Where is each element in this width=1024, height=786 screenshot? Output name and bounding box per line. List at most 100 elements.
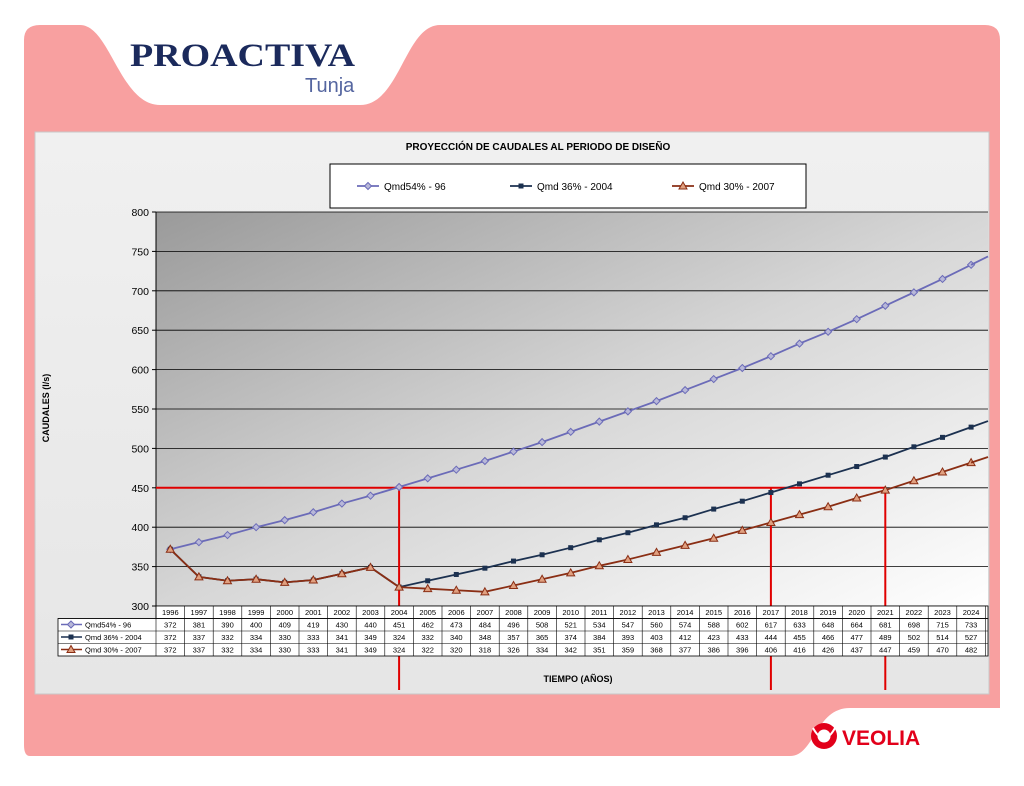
legend-label: Qmd 36% - 2004 (537, 182, 613, 193)
table-header-cell: 1998 (219, 608, 236, 617)
legend-label: Qmd 30% - 2007 (699, 182, 775, 193)
table-cell: 381 (193, 621, 206, 630)
table-header-cell: 2018 (791, 608, 808, 617)
data-point (452, 465, 461, 474)
table-cell: 332 (221, 646, 234, 655)
data-point (251, 574, 261, 583)
table-cell: 365 (536, 633, 549, 642)
legend-label: Qmd54% - 96 (384, 182, 446, 193)
data-table: 1996 1997 1998 1999 2000 2001 2002 2003 2004 2005… (57, 605, 989, 657)
table-cell: 560 (650, 621, 663, 630)
data-point (623, 554, 633, 564)
table-cell: 393 (622, 633, 635, 642)
table-header-cell: 2021 (877, 608, 894, 617)
table-cell: 715 (936, 621, 949, 630)
data-point (511, 558, 516, 564)
data-point (165, 544, 176, 553)
table-cell: 681 (879, 621, 892, 630)
table-cell: 430 (336, 621, 349, 630)
table-header-cell: 2022 (906, 608, 923, 617)
table-cell: 648 (822, 621, 835, 630)
data-point (508, 580, 519, 590)
legend-marker (518, 183, 524, 189)
table-cell: 521 (564, 621, 577, 630)
table-cell: 372 (164, 646, 177, 655)
table-cell: 447 (879, 646, 892, 655)
table-header-cell: 2008 (505, 608, 522, 617)
table-cell: 333 (307, 646, 320, 655)
table-header-cell: 2024 (963, 608, 980, 617)
data-point (766, 517, 776, 526)
legend-marker (363, 181, 373, 191)
table-cell: 440 (364, 621, 377, 630)
data-point (937, 467, 948, 476)
table-cell: 470 (936, 646, 949, 655)
table-cell: 318 (479, 646, 492, 655)
data-point (423, 474, 432, 483)
table-cell: 733 (965, 621, 978, 630)
data-point (482, 565, 488, 571)
table-header-cell: 1997 (191, 608, 208, 617)
table-cell: 374 (564, 633, 577, 642)
legend-item-2: Qmd 36% - 2004 (510, 182, 613, 193)
data-point (852, 314, 861, 324)
table-header-cell: 2011 (591, 608, 607, 617)
data-point (768, 490, 774, 496)
table-cell: 330 (278, 633, 291, 642)
table-cell: 496 (507, 621, 520, 630)
data-point (480, 586, 490, 596)
data-point (422, 583, 433, 593)
legend-marker (678, 180, 688, 190)
table-cell: 349 (364, 633, 377, 642)
table-cell: 698 (908, 621, 921, 630)
table-cell: 330 (278, 646, 291, 655)
data-point (708, 533, 719, 542)
table-cell: 400 (250, 621, 263, 630)
series-layer (165, 255, 989, 596)
table-cell: 416 (793, 646, 806, 655)
data-point (881, 301, 890, 310)
table-cell: 334 (250, 633, 263, 642)
data-point (851, 493, 862, 502)
table-cell: 324 (393, 633, 406, 642)
table-cell: 332 (421, 633, 434, 642)
data-point (682, 515, 688, 521)
legend: Qmd54% - 96 Qmd 36% - 2004 Qmd 30% - 2007 (329, 163, 807, 209)
table-cell: 482 (965, 646, 978, 655)
table-header-cell: 2010 (562, 608, 579, 617)
data-point (539, 552, 545, 558)
series-line-extension (970, 255, 989, 266)
y-tick-label: 750 (131, 246, 149, 258)
table-cell: 349 (364, 646, 377, 655)
data-point (566, 427, 575, 437)
table-row-marker (66, 644, 76, 653)
table-row-label: Qmd 30% - 2007 (85, 646, 142, 655)
table-header-cell: 2001 (305, 608, 322, 617)
data-point (223, 530, 232, 540)
data-point (222, 575, 233, 585)
y-tick-label: 350 (131, 562, 149, 574)
table-header-cell: 2006 (448, 608, 465, 617)
table-cell: 534 (593, 621, 606, 630)
table-header-cell: 2003 (362, 608, 379, 617)
table-header-cell: 2020 (848, 608, 865, 617)
data-point (709, 374, 718, 384)
data-point (451, 585, 462, 594)
data-point (309, 508, 318, 517)
table-cell: 324 (393, 646, 406, 655)
table-cell: 368 (650, 646, 663, 655)
data-point (654, 522, 659, 528)
table-row-label: Qmd 36% - 2004 (85, 633, 142, 642)
table-cell: 547 (622, 621, 635, 630)
data-point (194, 537, 204, 547)
table-header-cell: 2013 (648, 608, 665, 617)
table-row-marker (68, 634, 74, 640)
veolia-logo: VEOLIA (790, 708, 1000, 756)
data-point (394, 582, 404, 591)
table-header-cell: 2005 (419, 608, 436, 617)
data-point (854, 464, 860, 470)
data-point (882, 454, 888, 460)
data-point (394, 482, 404, 492)
y-tick-label: 300 (131, 601, 149, 613)
data-point (909, 475, 919, 485)
